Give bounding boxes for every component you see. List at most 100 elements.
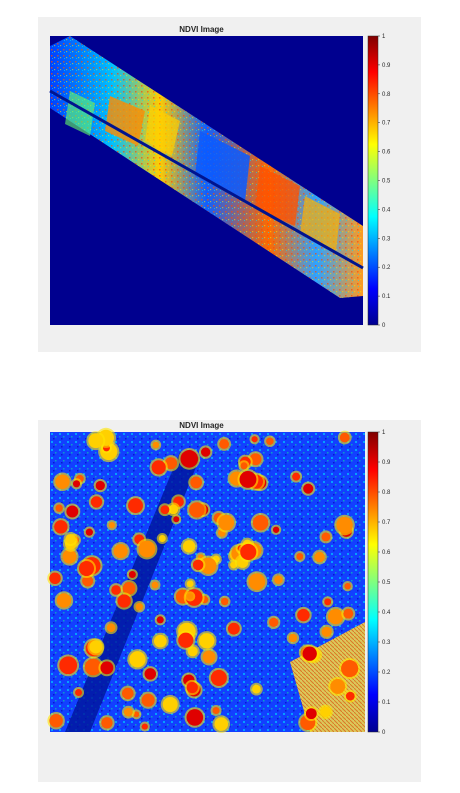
tree-canopy	[220, 597, 229, 606]
tree-canopy	[55, 474, 70, 490]
colorbar-tick-label: 0.5	[382, 179, 391, 185]
tree-canopy	[144, 668, 157, 680]
colorbar-tick-label: 0.4	[382, 610, 391, 616]
tree-canopy	[345, 691, 355, 701]
tree-canopy	[128, 570, 136, 579]
tree-canopy	[173, 516, 180, 523]
tree-canopy	[164, 457, 178, 470]
tree-canopy	[160, 505, 170, 515]
tree-canopy	[186, 580, 194, 588]
tree-canopy	[138, 540, 156, 558]
tree-canopy	[66, 505, 79, 518]
tree-canopy	[297, 608, 310, 622]
colorbar-tick-label: 0.8	[382, 92, 391, 98]
tree-canopy	[128, 498, 143, 514]
colorbar-tick-label: 0.6	[382, 150, 391, 156]
tree-canopy	[85, 528, 93, 536]
tree-canopy	[266, 437, 274, 446]
tree-canopy	[158, 535, 166, 542]
colorbar-tick-label: 0.2	[382, 670, 391, 676]
tree-canopy	[210, 669, 227, 686]
tree-canopy	[72, 480, 81, 488]
tree-canopy	[106, 623, 116, 633]
tree-canopy	[84, 658, 102, 676]
tree-canopy	[111, 585, 121, 595]
tree-canopy	[59, 656, 78, 675]
tree-canopy	[129, 651, 146, 668]
tree-canopy	[324, 598, 332, 606]
colorbar-tick-label: 1	[382, 430, 386, 436]
tree-canopy	[240, 462, 248, 470]
tree-canopy	[219, 439, 230, 449]
tree-canopy	[190, 476, 203, 489]
tree-canopy	[56, 593, 72, 608]
tree-canopy	[49, 714, 63, 728]
colorbar-tick-label: 0.8	[382, 490, 391, 496]
tree-canopy	[199, 633, 215, 649]
tree-canopy	[49, 572, 61, 585]
tree-canopy	[269, 617, 279, 627]
tree-canopy	[240, 543, 257, 560]
tree-canopy	[288, 633, 298, 643]
tree-canopy	[100, 661, 114, 675]
colorbar-tick-label: 0	[382, 323, 386, 329]
tree-canopy	[152, 441, 160, 449]
colorbar-tick-label: 0.9	[382, 63, 391, 69]
tree-canopy	[202, 650, 216, 664]
figure-window-1: NDVI Image	[38, 17, 421, 352]
tree-canopy	[339, 432, 350, 443]
tree-canopy	[54, 520, 68, 534]
tree-canopy	[123, 707, 133, 717]
tree-canopy	[336, 516, 353, 534]
tree-canopy	[178, 632, 194, 648]
tree-canopy	[182, 540, 196, 553]
tree-canopy	[272, 526, 280, 533]
tree-canopy	[133, 711, 140, 718]
tree-canopy	[305, 708, 317, 720]
tree-canopy	[212, 706, 220, 715]
tree-canopy	[189, 502, 205, 518]
tree-canopy	[141, 723, 148, 730]
tree-canopy	[227, 622, 240, 635]
tree-canopy	[180, 450, 199, 468]
tree-canopy	[75, 689, 83, 697]
tree-canopy	[296, 552, 304, 561]
tree-canopy	[121, 687, 134, 700]
colorbar-tick-label: 1	[382, 34, 386, 40]
tree-canopy	[65, 533, 76, 545]
tree-canopy	[151, 581, 159, 589]
tree-canopy	[320, 706, 331, 718]
tree-canopy	[341, 660, 359, 678]
tree-canopy	[327, 608, 344, 625]
tree-canopy	[192, 559, 204, 571]
tree-canopy	[122, 581, 136, 595]
colorbar-tick-label: 0.1	[382, 294, 391, 300]
tree-canopy	[108, 521, 116, 529]
tree-canopy	[239, 470, 257, 488]
tree-canopy	[82, 575, 94, 587]
tree-canopy	[187, 593, 194, 600]
tree-canopy	[141, 693, 155, 707]
tree-canopy	[117, 594, 131, 608]
tree-canopy	[78, 560, 95, 577]
tree-canopy	[248, 573, 266, 591]
colorbar-tick-label: 0.7	[382, 520, 391, 526]
colorbar-tick-label: 0.9	[382, 460, 391, 466]
tree-canopy	[252, 684, 261, 694]
tree-canopy	[186, 681, 198, 694]
tree-canopy	[153, 634, 167, 648]
image-title: NDVI Image	[179, 421, 224, 430]
tree-canopy	[321, 626, 332, 638]
tree-canopy	[186, 709, 204, 726]
colorbar-tick-label: 0	[382, 730, 386, 736]
tree-canopy	[302, 646, 317, 661]
colorbar-tick-label: 0.4	[382, 207, 391, 213]
tree-canopy	[89, 640, 103, 654]
tree-canopy	[101, 717, 113, 729]
tree-canopy	[135, 602, 144, 611]
tree-canopy	[55, 504, 63, 512]
tree-canopy	[113, 544, 128, 559]
tree-canopy	[343, 608, 354, 619]
colorbar-2: 0 0.1 0.2 0.3 0.4 0.5 0.6 0.7 0.8 0.9 1	[367, 430, 391, 736]
tree-canopy	[200, 447, 211, 457]
